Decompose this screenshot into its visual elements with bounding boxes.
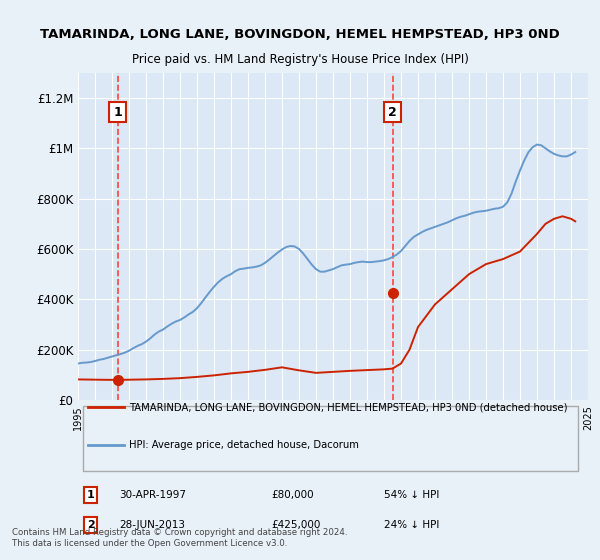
Text: 54% ↓ HPI: 54% ↓ HPI <box>384 490 439 500</box>
Text: HPI: Average price, detached house, Dacorum: HPI: Average price, detached house, Daco… <box>129 440 359 450</box>
Text: TAMARINDA, LONG LANE, BOVINGDON, HEMEL HEMPSTEAD, HP3 0ND (detached house): TAMARINDA, LONG LANE, BOVINGDON, HEMEL H… <box>129 403 568 413</box>
Text: 1: 1 <box>87 490 95 500</box>
Text: 28-JUN-2013: 28-JUN-2013 <box>119 520 185 530</box>
Text: £425,000: £425,000 <box>272 520 321 530</box>
Text: 2: 2 <box>388 106 397 119</box>
Text: £80,000: £80,000 <box>272 490 314 500</box>
Text: 2: 2 <box>87 520 95 530</box>
Text: 1: 1 <box>113 106 122 119</box>
Text: 24% ↓ HPI: 24% ↓ HPI <box>384 520 439 530</box>
FancyBboxPatch shape <box>83 406 578 472</box>
Text: 30-APR-1997: 30-APR-1997 <box>119 490 186 500</box>
Text: Price paid vs. HM Land Registry's House Price Index (HPI): Price paid vs. HM Land Registry's House … <box>131 53 469 66</box>
Text: TAMARINDA, LONG LANE, BOVINGDON, HEMEL HEMPSTEAD, HP3 0ND: TAMARINDA, LONG LANE, BOVINGDON, HEMEL H… <box>40 28 560 41</box>
Text: Contains HM Land Registry data © Crown copyright and database right 2024.
This d: Contains HM Land Registry data © Crown c… <box>12 528 347 548</box>
